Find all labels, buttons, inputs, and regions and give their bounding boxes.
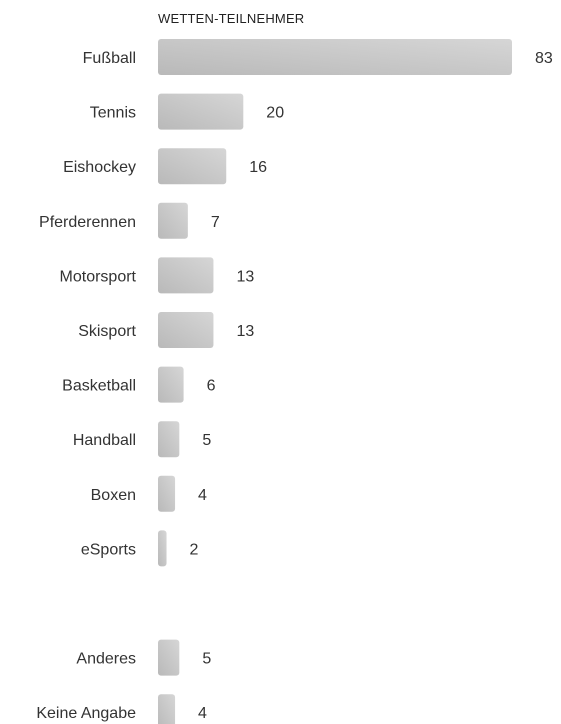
category-label-10: Anderes <box>76 651 136 668</box>
bar-5 <box>158 312 214 348</box>
bar-3 <box>158 202 188 239</box>
bar-2 <box>158 148 227 185</box>
category-label-6: Basketball <box>62 378 136 395</box>
bar-1 <box>158 93 244 130</box>
category-label-3: Pferderennen <box>39 214 136 231</box>
chart-title: WETTEN-TEILNEHMER <box>158 11 304 26</box>
category-label-11: Keine Angabe <box>36 705 136 722</box>
bar-7 <box>158 421 180 458</box>
category-label-4: Motorsport <box>60 268 137 285</box>
category-label-0: Fußball <box>83 50 136 67</box>
bar-9 <box>158 530 167 567</box>
value-label-0: 83 <box>535 50 553 67</box>
value-label-7: 5 <box>202 432 211 449</box>
category-label-2: Eishockey <box>63 159 136 176</box>
value-label-3: 7 <box>211 214 220 231</box>
category-label-8: Boxen <box>91 487 136 504</box>
category-label-1: Tennis <box>90 105 136 122</box>
category-label-9: eSports <box>81 541 136 558</box>
value-label-10: 5 <box>202 651 211 668</box>
value-label-11: 4 <box>198 705 207 722</box>
category-label-5: Skisport <box>78 323 136 340</box>
bar-11 <box>158 694 176 724</box>
bar-8 <box>158 475 176 512</box>
bar-4 <box>158 257 214 294</box>
value-label-8: 4 <box>198 487 207 504</box>
bar-6 <box>158 366 184 403</box>
value-label-1: 20 <box>266 105 284 122</box>
value-label-5: 13 <box>236 323 254 340</box>
value-label-2: 16 <box>249 159 267 176</box>
bar-0 <box>158 39 512 75</box>
bars-layer: Fußball 83 Tennis 20 Eishockey 16 Pferderennen… <box>36 39 553 724</box>
value-label-6: 6 <box>207 378 216 395</box>
value-label-4: 13 <box>236 268 254 285</box>
category-label-7: Handball <box>73 432 136 449</box>
value-label-9: 2 <box>190 541 199 558</box>
bar-10 <box>158 639 180 676</box>
